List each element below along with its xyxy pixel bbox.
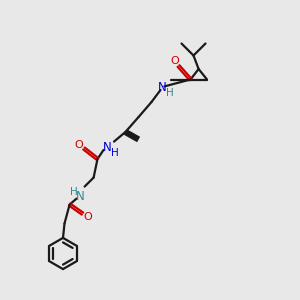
Text: H: H xyxy=(111,148,119,158)
Text: N: N xyxy=(76,190,85,203)
Text: H: H xyxy=(70,187,77,197)
Text: O: O xyxy=(83,212,92,223)
Text: H: H xyxy=(166,88,174,98)
Text: N: N xyxy=(103,141,112,154)
Text: O: O xyxy=(170,56,179,66)
Text: N: N xyxy=(158,81,167,94)
Text: O: O xyxy=(74,140,83,150)
